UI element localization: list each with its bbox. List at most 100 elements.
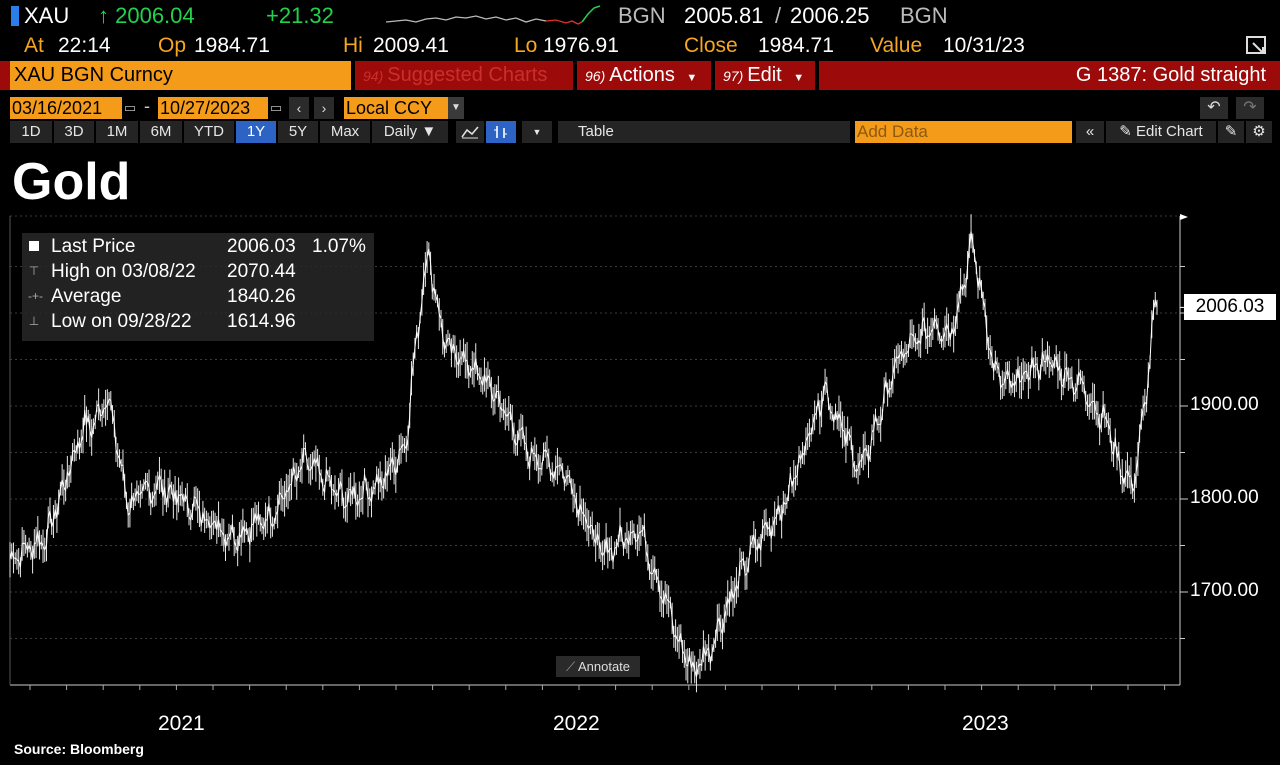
legend-last-pct: 1.07% bbox=[312, 236, 366, 257]
collapse-icon[interactable]: « bbox=[1076, 121, 1104, 143]
undo-icon[interactable]: ↶ bbox=[1200, 97, 1228, 119]
price-line bbox=[9, 231, 1158, 678]
calendar-icon[interactable]: ▭ bbox=[269, 100, 283, 115]
value-label: Value bbox=[870, 34, 923, 57]
line-chart-icon[interactable] bbox=[456, 121, 484, 143]
legend-low-label: Low on 09/28/22 bbox=[51, 311, 192, 332]
end-date-input[interactable]: 10/27/2023 bbox=[158, 97, 268, 119]
value-date: 10/31/23 bbox=[943, 34, 1025, 57]
pencil-icon: ⟋ bbox=[565, 659, 576, 674]
period-3d-button[interactable]: 3D bbox=[54, 121, 94, 143]
info-bar: At 22:14 Op 1984.71 Hi 2009.41 Lo 1976.9… bbox=[0, 32, 1280, 60]
source-code-2: BGN bbox=[900, 3, 948, 28]
chart-title: Gold bbox=[12, 153, 131, 211]
chevron-down-icon[interactable]: ▼ bbox=[448, 97, 464, 119]
source-code-1: BGN bbox=[618, 3, 666, 28]
next-period-icon[interactable]: › bbox=[314, 97, 334, 119]
annotate-button[interactable]: ⟋ Annotate bbox=[556, 656, 640, 677]
calendar-icon[interactable]: ▭ bbox=[123, 100, 137, 115]
high-label: Hi bbox=[343, 34, 363, 57]
gear-icon[interactable]: ⚙ bbox=[1246, 121, 1272, 143]
prev-period-icon[interactable]: ‹ bbox=[289, 97, 309, 119]
ticker-marker bbox=[11, 6, 19, 26]
x-tick-label: 2022 bbox=[553, 712, 600, 735]
last-price: ↑ 2006.04 bbox=[98, 3, 195, 28]
date-range-bar: 03/16/2021 ▭ - 10/27/2023 ▭ ‹ › Local CC… bbox=[0, 96, 1280, 120]
low-value: 1976.91 bbox=[543, 34, 619, 57]
legend-row-low: ⊥ Low on 09/28/22 1614.96 bbox=[22, 309, 374, 334]
close-label: Close bbox=[684, 34, 738, 57]
legend-avg-label: Average bbox=[51, 286, 122, 307]
menu-divider bbox=[815, 61, 819, 90]
actions-label: Actions bbox=[609, 64, 675, 86]
actions-button[interactable]: 96) Actions ▼ bbox=[577, 61, 711, 90]
legend-low-value: 1614.96 bbox=[227, 311, 296, 332]
average-marker-icon: -+- bbox=[28, 289, 43, 303]
edit-icon[interactable]: ✎ bbox=[1218, 121, 1244, 143]
period-1y-button[interactable]: 1Y bbox=[236, 121, 276, 143]
price-change: +21.32 bbox=[266, 3, 334, 28]
y-tick-label: 1800.00 bbox=[1190, 487, 1259, 508]
add-data-input[interactable]: Add Data bbox=[855, 121, 1072, 143]
axis-arrow-icon bbox=[1180, 214, 1188, 220]
open-label: Op bbox=[158, 34, 187, 57]
square-icon bbox=[29, 241, 39, 251]
edit-chart-button[interactable]: ✎ Edit Chart bbox=[1106, 121, 1216, 143]
period-5y-button[interactable]: 5Y bbox=[278, 121, 318, 143]
edit-key: 97) bbox=[723, 68, 744, 84]
period-ytd-button[interactable]: YTD bbox=[184, 121, 234, 143]
ticker[interactable]: XAU bbox=[24, 3, 70, 28]
actions-key: 96) bbox=[585, 68, 606, 84]
quote-bar: XAU ↑ 2006.04 +21.32 BGN 2005.81 / 2006.… bbox=[0, 0, 1280, 32]
menu-bar: XAU BGN Curncy 94) Suggested Charts 96) Ac… bbox=[0, 61, 1280, 90]
annotate-label: Annotate bbox=[577, 659, 631, 674]
sparkline-icon bbox=[386, 5, 601, 25]
chevron-down-icon: ▼ bbox=[793, 72, 805, 84]
menu-divider bbox=[351, 61, 355, 90]
low-label: Lo bbox=[514, 34, 538, 57]
legend-high-label: High on 03/08/22 bbox=[51, 261, 196, 282]
period-6m-button[interactable]: 6M bbox=[140, 121, 182, 143]
legend-last-label: Last Price bbox=[51, 236, 136, 257]
low-marker-icon: ⊥ bbox=[28, 314, 40, 328]
legend-row-average: -+- Average 1840.26 bbox=[22, 284, 374, 309]
start-date-input[interactable]: 03/16/2021 bbox=[10, 97, 122, 119]
high-marker-icon: ⊤ bbox=[28, 264, 40, 278]
date-dash: - bbox=[144, 96, 150, 116]
chart-function-title: G 1387: Gold straight bbox=[1075, 64, 1266, 86]
table-button[interactable]: Table bbox=[558, 121, 850, 143]
price-series bbox=[9, 214, 1158, 693]
edit-button[interactable]: 97) Edit ▼ bbox=[715, 61, 815, 90]
legend-avg-value: 1840.26 bbox=[227, 286, 296, 307]
period-1d-button[interactable]: 1D bbox=[10, 121, 52, 143]
edit-label: Edit bbox=[747, 64, 782, 86]
chart-grid bbox=[10, 215, 1180, 639]
at-value: 22:14 bbox=[58, 34, 111, 57]
bid-price: 2005.81 bbox=[684, 3, 764, 28]
suggested-charts-button[interactable]: 94) Suggested Charts bbox=[355, 61, 573, 90]
security-field[interactable]: XAU BGN Curncy bbox=[10, 61, 353, 90]
suggested-key: 94) bbox=[363, 68, 384, 84]
menu-divider bbox=[573, 61, 577, 90]
legend-last-value: 2006.03 bbox=[227, 236, 296, 257]
popout-icon[interactable] bbox=[1245, 35, 1269, 57]
chevron-down-icon: ▼ bbox=[686, 72, 698, 84]
period-1m-button[interactable]: 1M bbox=[96, 121, 138, 143]
price-chart[interactable] bbox=[0, 210, 1280, 710]
legend-row-high: ⊤ High on 03/08/22 2070.44 bbox=[22, 259, 374, 284]
chart-legend[interactable]: Last Price 2006.03 1.07% ⊤ High on 03/08… bbox=[22, 233, 374, 341]
chevron-down-icon[interactable]: ▼ bbox=[522, 121, 552, 143]
x-tick-label: 2023 bbox=[962, 712, 1009, 735]
redo-icon[interactable]: ↷ bbox=[1236, 97, 1264, 119]
chart-toolbar: 1D 3D 1M 6M YTD 1Y 5Y Max Daily ▼ ▼ Tabl… bbox=[0, 121, 1280, 143]
period-max-button[interactable]: Max bbox=[320, 121, 370, 143]
currency-select[interactable]: Local CCY bbox=[344, 97, 448, 119]
y-tick-label: 1700.00 bbox=[1190, 580, 1259, 601]
frequency-select[interactable]: Daily ▼ bbox=[372, 121, 448, 143]
open-value: 1984.71 bbox=[194, 34, 270, 57]
ask-price: 2006.25 bbox=[790, 3, 870, 28]
at-label: At bbox=[24, 34, 44, 57]
menu-divider bbox=[711, 61, 715, 90]
bar-chart-icon[interactable] bbox=[486, 121, 516, 143]
edit-chart-label: Edit Chart bbox=[1136, 123, 1203, 140]
